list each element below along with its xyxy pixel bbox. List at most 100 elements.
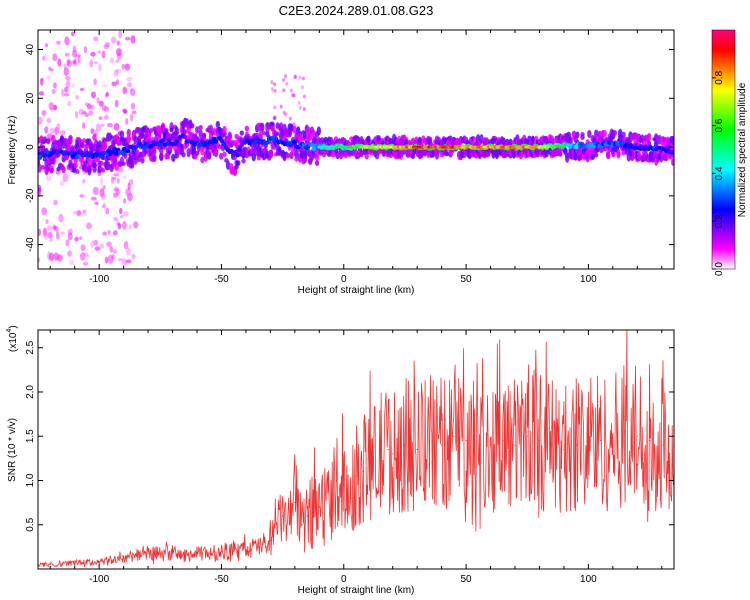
heatmap-cell	[141, 145, 146, 150]
heatmap-noise-cell	[105, 91, 109, 97]
heatmap-noise-cell	[272, 116, 276, 121]
heatmap-noise-cell	[110, 176, 115, 184]
heatmap-noise-cell	[116, 177, 120, 184]
heatmap-cell	[229, 148, 234, 154]
snr-y-tick-label: 2.5	[25, 340, 36, 354]
heatmap-noise-cell	[107, 229, 111, 235]
snr-point	[196, 553, 198, 555]
heatmap-noise-cell	[131, 253, 136, 260]
heatmap-cell	[73, 162, 78, 169]
snr-point	[489, 444, 492, 446]
heatmap-cell	[82, 138, 87, 144]
heatmap-cell	[479, 134, 484, 144]
heatmap-cell	[114, 151, 119, 156]
heatmap-noise-cell	[62, 173, 69, 183]
heatmap-noise-cell	[279, 104, 283, 109]
heatmap-noise-cell	[109, 245, 114, 253]
heatmap-noise-cell	[60, 231, 66, 235]
heatmap-cell	[366, 135, 371, 143]
snr-point	[306, 515, 308, 517]
heatmap-cell	[207, 152, 212, 160]
heatmap-cell	[140, 132, 145, 139]
heatmap-cell	[292, 140, 297, 145]
heatmap-noise-cell	[125, 188, 132, 197]
heatmap-noise-cell	[98, 116, 103, 120]
heatmap-cell	[590, 153, 595, 160]
heatmap-noise-cell	[39, 77, 44, 85]
heatmap-cell	[100, 168, 106, 173]
heatmap-cell	[183, 129, 188, 135]
heatmap-cell	[147, 131, 152, 141]
heatmap-cell	[309, 142, 315, 148]
heatmap-cell	[159, 152, 164, 162]
snr-point	[587, 435, 589, 437]
heatmap-noise-cell	[302, 94, 306, 99]
heatmap-noise-cell	[65, 75, 71, 81]
snr-point	[350, 497, 352, 499]
heatmap-cell	[119, 130, 125, 139]
multiplier-close: )	[8, 325, 19, 328]
snr-point	[551, 444, 553, 446]
heatmap-cell	[125, 148, 131, 154]
heatmap-cell	[38, 151, 41, 156]
heatmap-noise-cell	[114, 99, 119, 108]
heatmap-cell	[222, 125, 227, 133]
heatmap-noise-cell	[93, 129, 99, 133]
heatmap-noise-cell	[64, 52, 70, 57]
heatmap-cell	[621, 131, 626, 139]
heatmap-noise-cell	[103, 114, 109, 120]
heatmap-cell	[80, 141, 85, 149]
heatmap-cell	[49, 167, 54, 174]
snr-y-tick-label: 1.0	[25, 473, 36, 487]
heatmap-cell	[201, 132, 207, 140]
heatmap-cell	[222, 151, 227, 157]
heatmap-noise-cell	[126, 82, 133, 88]
heatmap-cell	[427, 136, 433, 143]
heatmap-noise-cell	[63, 67, 69, 76]
heatmap-cell	[69, 150, 74, 155]
snr-point	[123, 557, 125, 559]
heatmap-noise-cell	[75, 95, 79, 100]
heatmap-cell	[40, 164, 46, 170]
heatmap-noise-cell	[130, 113, 134, 122]
heatmap-cell	[129, 144, 135, 150]
heatmap-cell	[135, 149, 140, 155]
heatmap-noise-cell	[78, 236, 83, 241]
heatmap-x-tick-label: -50	[214, 274, 229, 285]
heatmap-noise-cell	[90, 51, 96, 57]
heatmap-noise-cell	[101, 204, 105, 208]
heatmap-noise-cell	[96, 97, 100, 104]
heatmap-noise-cell	[86, 222, 92, 230]
heatmap-noise-cell	[282, 77, 286, 82]
heatmap-noise-cell	[79, 87, 85, 91]
heatmap-cell	[268, 149, 274, 159]
heatmap-noise-cell	[65, 239, 70, 247]
heatmap-noise-cell	[82, 209, 87, 214]
heatmap-noise-cell	[38, 257, 41, 263]
heatmap-cell	[412, 148, 417, 155]
snr-point	[575, 444, 577, 446]
heatmap-noise-cell	[122, 86, 128, 95]
colorbar-tick-label: 0.4	[714, 166, 725, 180]
snr-point	[636, 435, 638, 437]
heatmap-noise-cell	[49, 103, 54, 112]
heatmap-noise-cell	[123, 198, 127, 204]
heatmap-cell	[671, 158, 674, 166]
snr-point	[612, 444, 614, 446]
heatmap-cell	[494, 150, 500, 160]
heatmap-cell	[164, 142, 170, 147]
snr-point	[343, 484, 345, 486]
heatmap-cell	[38, 163, 42, 173]
snr-point	[661, 444, 663, 446]
heatmap-cell	[232, 167, 238, 177]
heatmap-noise-cell	[129, 178, 134, 186]
heatmap-noise-cell	[102, 185, 106, 190]
heatmap-cell	[189, 123, 195, 129]
heatmap-cell	[275, 131, 280, 136]
heatmap-noise-cell	[93, 78, 97, 86]
heatmap-noise-cell	[56, 40, 61, 45]
heatmap-noise-cell	[93, 36, 99, 42]
snr-point	[404, 444, 406, 446]
snr-point	[318, 506, 320, 508]
heatmap-noise-cell	[70, 31, 75, 37]
